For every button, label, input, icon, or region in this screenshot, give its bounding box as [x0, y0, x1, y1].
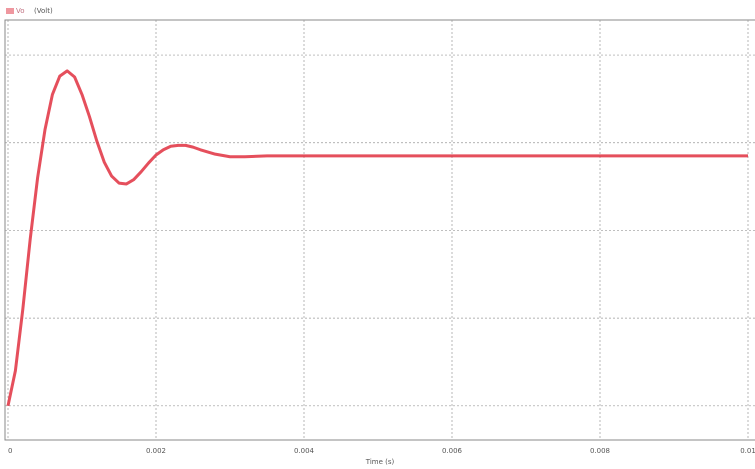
- x-tick-label: 0.01: [740, 447, 755, 455]
- x-tick-label: 0.006: [442, 447, 463, 455]
- legend-label: Vo: [16, 7, 25, 15]
- legend-swatch: [6, 8, 14, 14]
- x-axis-label: Time (s): [365, 458, 395, 466]
- x-tick-label: 0.008: [590, 447, 610, 455]
- chart: Vo (Volt) Time (s) 0 0.002 0.004 0.006 0.008…: [0, 0, 755, 469]
- plot-frame: [5, 20, 755, 440]
- x-tick-label: 0.004: [294, 447, 315, 455]
- series-line: [8, 71, 748, 406]
- x-tick-label: 0: [8, 447, 12, 455]
- x-tick-label: 0.002: [146, 447, 166, 455]
- page: Vo (Volt) Time (s) 0 0.002 0.004 0.006 0.008…: [0, 0, 755, 469]
- y-unit-label: (Volt): [34, 7, 53, 15]
